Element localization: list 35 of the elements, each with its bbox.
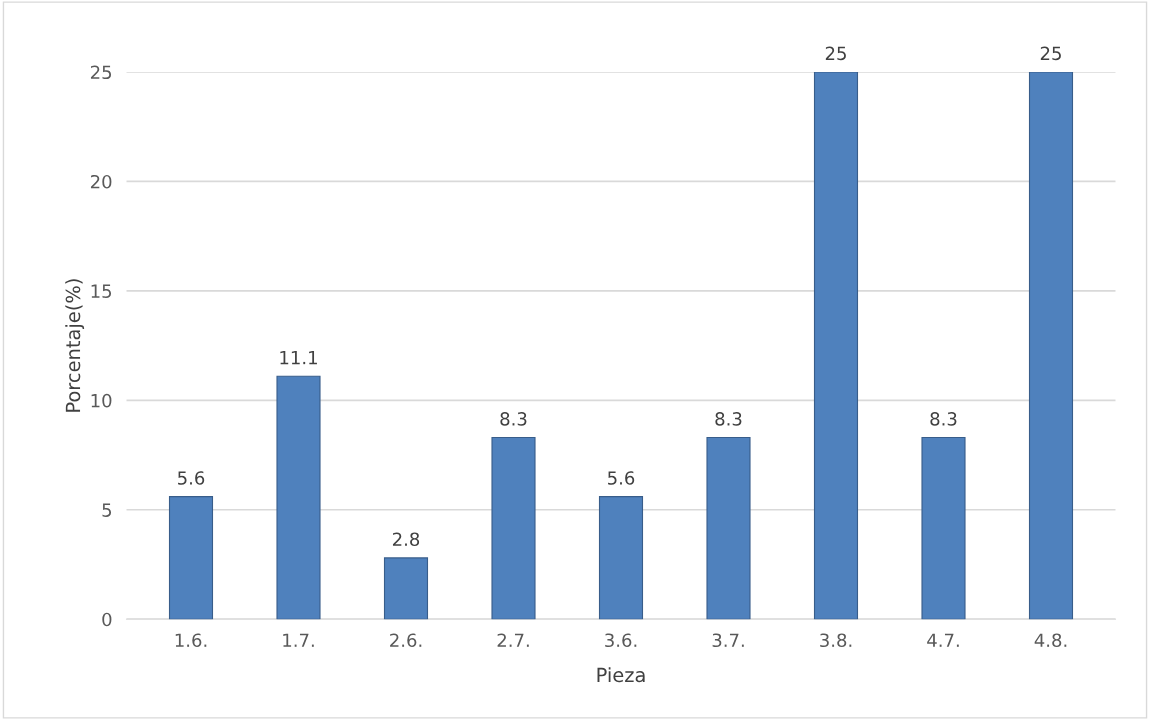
- bar: [383, 557, 429, 620]
- x-tick-label: 3.6.: [605, 633, 637, 648]
- x-tick-label: 2.6.: [390, 633, 422, 648]
- y-axis-title: Porcentaje(%): [65, 279, 85, 412]
- bar: [1028, 72, 1074, 620]
- data-label: 5.6: [178, 471, 205, 485]
- x-tick-label: 4.8.: [1034, 633, 1067, 648]
- x-tick-label: 3.7.: [712, 633, 744, 648]
- data-label: 8.3: [500, 412, 527, 426]
- data-label: 25: [825, 46, 846, 61]
- y-tick-label: 0: [102, 612, 112, 627]
- bar: [921, 436, 966, 620]
- bar: [491, 436, 536, 620]
- data-label: 8.3: [715, 412, 742, 426]
- data-label: 11.1: [280, 350, 317, 365]
- x-tick-label: 2.7.: [497, 633, 529, 647]
- y-tick-label: 5: [102, 503, 112, 517]
- bar: [813, 72, 859, 620]
- y-tick-label: 25: [90, 65, 112, 80]
- x-tick-label: 1.7.: [283, 633, 314, 647]
- y-tick-label: 10: [91, 393, 112, 408]
- data-label: 2.8: [392, 532, 420, 547]
- y-tick-label: 20: [90, 174, 112, 189]
- x-axis-title: Pieza: [597, 667, 645, 683]
- data-label: 25: [1040, 46, 1061, 61]
- bar: [276, 375, 321, 620]
- x-tick-label: 4.7.: [927, 633, 959, 647]
- x-tick-label: 3.8.: [820, 633, 852, 648]
- y-tick-label: 15: [91, 284, 112, 298]
- data-label: 5.6: [608, 471, 635, 485]
- x-tick-label: 1.6.: [175, 633, 207, 648]
- bar: [706, 436, 751, 620]
- bar: [598, 496, 644, 620]
- data-label: 8.3: [930, 412, 957, 426]
- bar: [168, 496, 214, 620]
